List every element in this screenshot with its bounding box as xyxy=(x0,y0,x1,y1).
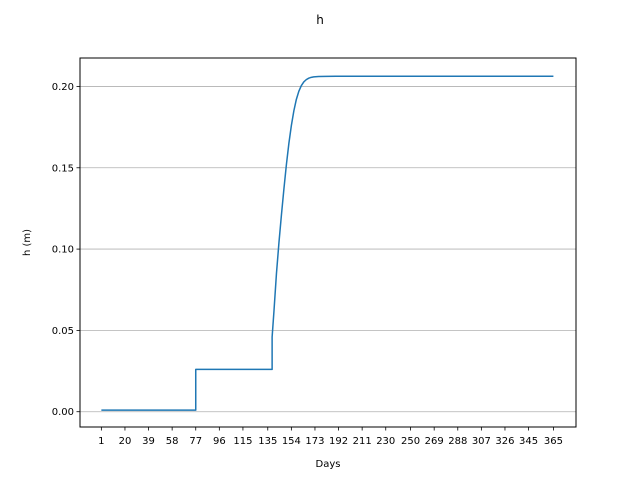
y-tick-label: 0.00 xyxy=(52,407,74,418)
x-tick-label: 269 xyxy=(425,436,444,447)
y-axis-label: h (m) xyxy=(22,229,33,256)
x-tick-label: 211 xyxy=(353,436,372,447)
y-tick-label: 0.05 xyxy=(52,326,74,337)
y-axis-ticks: 0.00 0.05 0.10 0.15 0.20 xyxy=(52,82,80,418)
x-tick-label: 96 xyxy=(213,436,226,447)
x-tick-label: 345 xyxy=(519,436,538,447)
x-tick-label: 326 xyxy=(495,436,514,447)
x-tick-label: 39 xyxy=(142,436,155,447)
x-tick-label: 1 xyxy=(98,436,104,447)
x-tick-label: 58 xyxy=(166,436,179,447)
x-tick-label: 135 xyxy=(258,436,277,447)
x-tick-label: 250 xyxy=(401,436,420,447)
y-tick-label: 0.20 xyxy=(52,82,74,93)
x-tick-label: 173 xyxy=(305,436,324,447)
grid-lines xyxy=(80,86,576,413)
series-line xyxy=(101,75,554,411)
series-layer xyxy=(101,75,554,411)
x-tick-label: 20 xyxy=(119,436,132,447)
plot-frame xyxy=(79,57,577,428)
y-tick-label: 0.15 xyxy=(52,163,74,174)
x-tick-label: 288 xyxy=(448,436,467,447)
x-tick-label: 154 xyxy=(282,436,301,447)
y-tick-label: 0.10 xyxy=(52,245,74,256)
x-tick-label: 307 xyxy=(472,436,491,447)
x-tick-label: 115 xyxy=(233,436,252,447)
x-tick-label: 77 xyxy=(189,436,202,447)
x-axis-ticks: 1 20 39 58 77 96 115 135 154 173 192 211 230 250 269 28… xyxy=(98,427,563,447)
x-axis-label: Days xyxy=(316,459,341,470)
x-tick-label: 192 xyxy=(329,436,348,447)
x-tick-label: 365 xyxy=(544,436,563,447)
x-tick-label: 230 xyxy=(376,436,395,447)
chart-title: h xyxy=(316,13,324,27)
